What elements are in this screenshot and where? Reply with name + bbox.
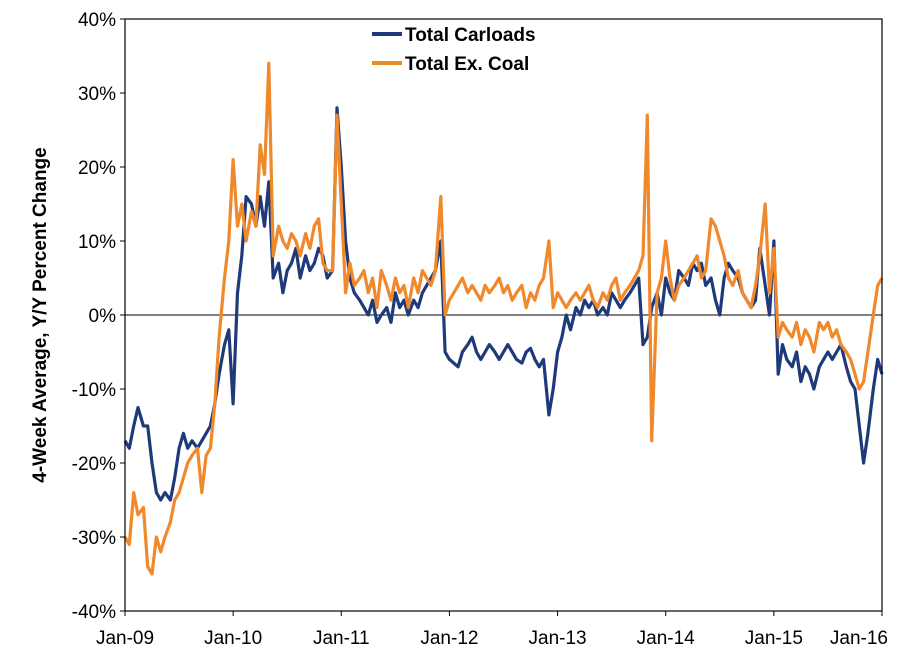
legend-label: Total Ex. Coal <box>405 54 529 75</box>
series-layer <box>123 61 884 576</box>
series-line-total-ex-coal <box>123 61 884 576</box>
x-axis-ticks: Jan-09 Jan-10 Jan-11 Jan-12 Jan-13 Jan-14 Jan-… <box>96 611 888 649</box>
y-tick-label: 30% <box>78 84 116 105</box>
y-tick-label: 40% <box>78 10 116 31</box>
legend: Total Carloads Total Ex. Coal <box>372 25 536 75</box>
y-tick-label: 0% <box>89 306 117 327</box>
y-tick-label: -10% <box>72 380 116 401</box>
y-tick-label: -40% <box>72 602 116 623</box>
y-tick-label: 10% <box>78 232 116 253</box>
x-tick-label: Jan-13 <box>529 628 587 649</box>
legend-label: Total Carloads <box>405 25 536 46</box>
x-tick-label: Jan-14 <box>637 628 696 649</box>
y-tick-label: -30% <box>72 528 116 549</box>
y-axis-ticks: 40% 30% 20% 10% 0% -10% -20% -30% -40% <box>72 10 125 623</box>
plot-area-frame <box>124 18 883 612</box>
x-tick-label: Jan-12 <box>420 628 478 649</box>
series-line-total-carloads <box>123 106 884 502</box>
x-tick-label: Jan-16 <box>830 628 888 649</box>
y-axis-label: 4-Week Average, Y/Y Percent Change <box>30 147 51 482</box>
x-tick-label: Jan-10 <box>204 628 262 649</box>
x-tick-label: Jan-15 <box>745 628 803 649</box>
x-tick-label: Jan-09 <box>96 628 154 649</box>
y-tick-label: -20% <box>72 454 116 475</box>
y-tick-label: 20% <box>78 158 116 179</box>
x-tick-label: Jan-11 <box>313 628 370 649</box>
